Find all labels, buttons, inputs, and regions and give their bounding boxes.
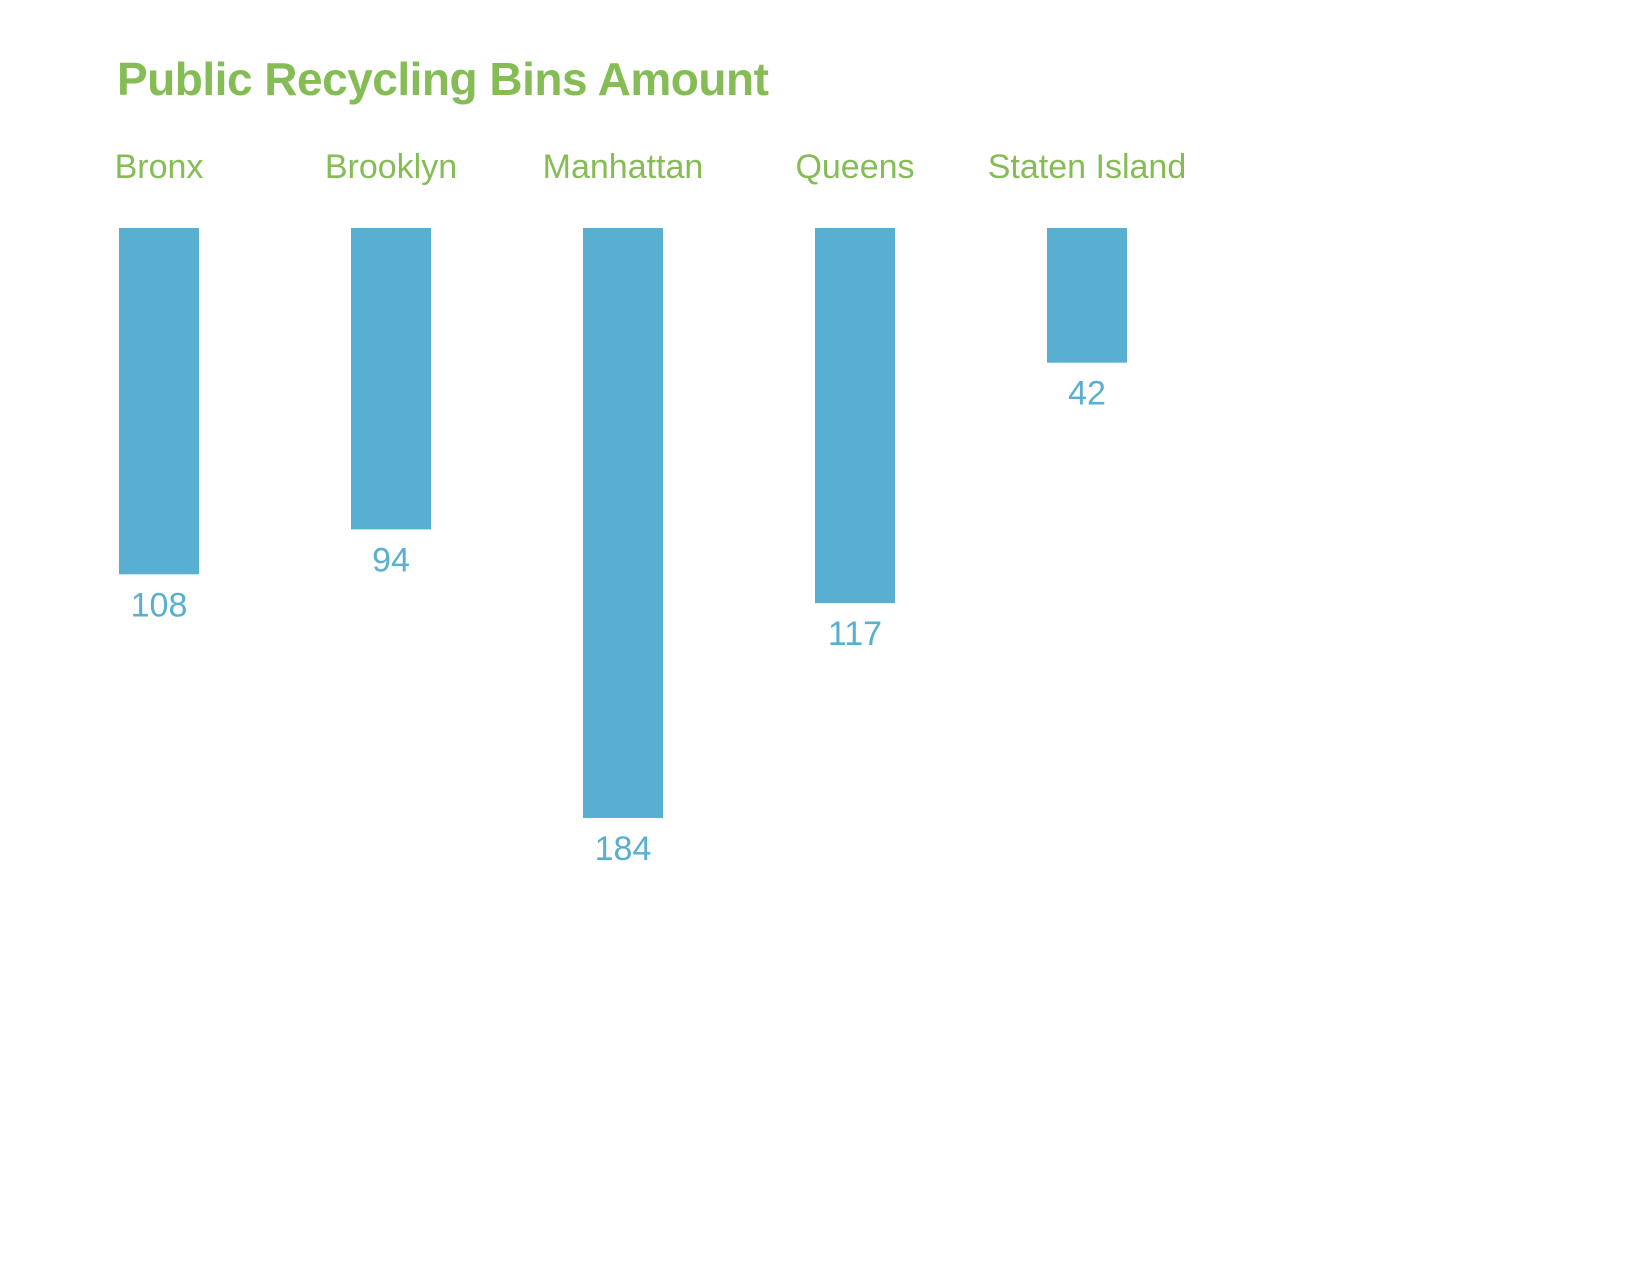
category-label-brooklyn: Brooklyn — [325, 148, 457, 186]
bar-brooklyn — [351, 228, 431, 530]
value-label-manhattan: 184 — [595, 830, 652, 868]
bar-manhattan — [583, 228, 663, 818]
value-label-queens: 117 — [828, 615, 882, 653]
value-label-bronx: 108 — [131, 586, 188, 624]
category-label-bronx: Bronx — [115, 148, 204, 186]
category-label-manhattan: Manhattan — [543, 148, 704, 186]
category-label-queens: Queens — [795, 148, 914, 186]
category-labels: Bronx Brooklyn Manhattan Queens Staten Islan… — [115, 148, 1187, 186]
bar-staten-island — [1047, 228, 1127, 363]
value-labels: 108 94 184 117 42 — [131, 375, 1106, 868]
bars — [119, 228, 1127, 818]
bar-queens — [815, 228, 895, 604]
bar-bronx — [119, 228, 199, 575]
value-label-brooklyn: 94 — [372, 541, 410, 579]
value-label-staten-island: 42 — [1068, 375, 1106, 413]
chart-title: Public Recycling Bins Amount — [117, 53, 769, 105]
category-label-staten-island: Staten Island — [988, 148, 1186, 186]
